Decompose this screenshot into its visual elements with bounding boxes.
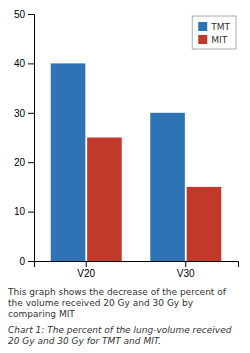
y-tick-mark [28,63,34,64]
y-tick: 0 [19,256,34,267]
legend-item: MIT [198,35,227,45]
legend-label: TMT [210,22,230,32]
legend-label: MIT [211,35,227,45]
bar [150,113,185,261]
captions: This graph shows the decrease of the per… [7,287,232,346]
y-axis-line [28,15,35,262]
x-tick-label: V20 [77,268,95,279]
annotation: This graph shows the decrease of the per… [7,287,227,319]
legend: TMT MIT [192,16,236,49]
y-tick-mark [28,162,34,163]
legend-item: TMT [198,22,230,32]
y-tick-mark [28,113,34,114]
y-axis: 0 10 20 30 40 50 [14,9,35,267]
bar-series [87,138,221,262]
x-axis: V20 V30 [35,261,239,279]
x-tick-label: V30 [177,268,195,279]
y-tick-mark [28,212,34,213]
x-tick-mark [185,261,186,267]
bar-series [51,63,185,261]
y-tick-label: 0 [19,256,25,267]
legend-frame [192,16,236,49]
y-tick: 40 [14,58,34,69]
x-axis-line [35,262,239,268]
y-tick-label: 30 [14,108,26,119]
chart-svg: This graph shows the decrease of the per… [0,0,250,353]
x-tick: V30 [177,261,195,279]
plot: 0 10 20 30 40 50 V20 V30 TMT MIT [14,9,239,279]
bars [51,63,222,261]
x-tick-mark [86,261,87,267]
legend-swatch [198,35,207,44]
y-tick-label: 50 [14,9,26,20]
bar [187,187,222,261]
annotation: Chart 1: The percent of the lung-volume … [8,325,232,346]
x-tick: V20 [77,261,95,279]
y-tick: 50 [14,9,34,20]
legend-swatch [198,22,207,31]
y-tick-mark [28,261,34,262]
y-tick-label: 20 [14,157,26,168]
y-tick: 30 [14,108,34,119]
bar [87,138,122,262]
y-tick: 10 [14,206,34,217]
bar [51,63,86,261]
y-tick-mark [28,14,34,15]
y-tick: 20 [14,157,34,168]
y-tick-label: 40 [14,58,26,69]
y-tick-label: 10 [14,206,26,217]
